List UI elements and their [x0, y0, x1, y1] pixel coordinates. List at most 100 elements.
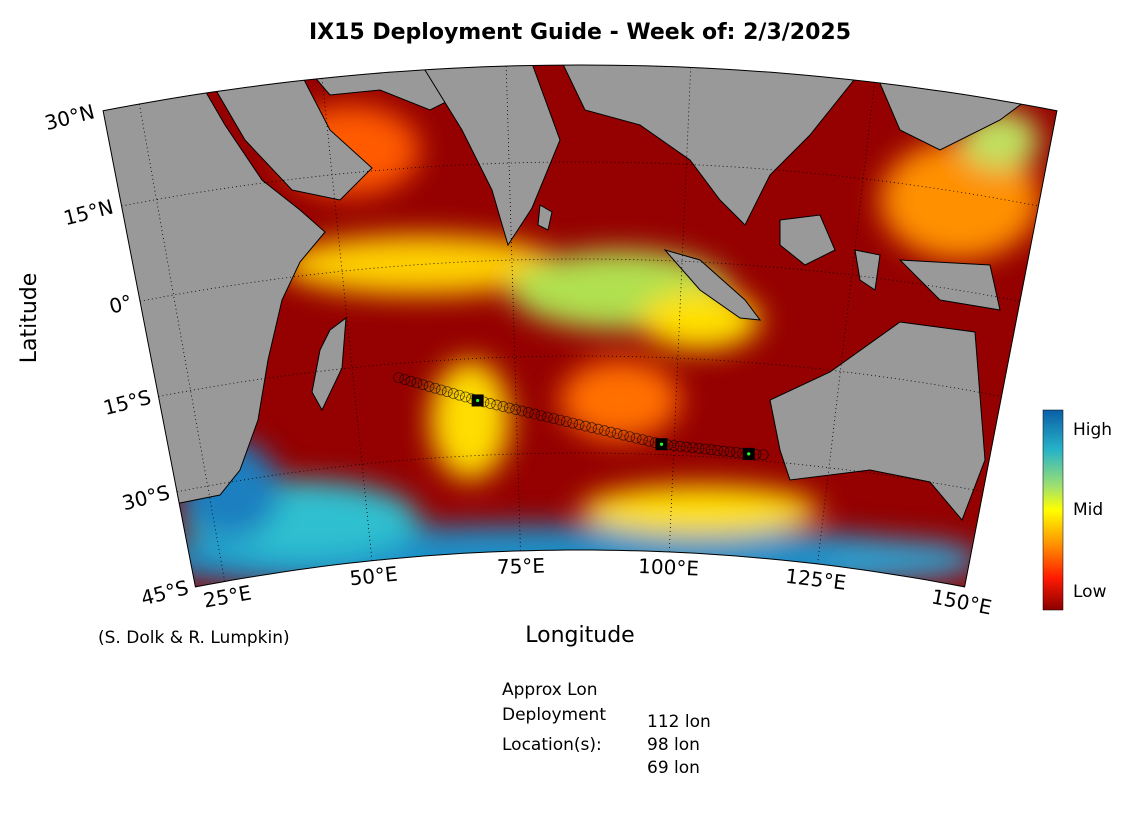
- y-tick-label: 15°S: [101, 385, 154, 420]
- track-station: [586, 422, 598, 433]
- track-station: [637, 434, 648, 446]
- sulawesi: [854, 249, 881, 291]
- track-station: [624, 431, 636, 443]
- sumatra: [663, 249, 762, 321]
- heat-blob: [430, 360, 510, 480]
- track-station: [693, 443, 705, 454]
- x-tick-label: 75°E: [497, 553, 546, 578]
- track-station: [423, 381, 435, 392]
- track-station: [611, 428, 623, 439]
- grid-meridian: [505, 66, 521, 551]
- track-station: [491, 399, 502, 411]
- track-station: [724, 446, 736, 458]
- x-tick-label: 25°E: [202, 581, 254, 613]
- land: [103, 65, 1057, 521]
- track-station: [454, 389, 465, 401]
- y-tick-label: 45°S: [138, 575, 191, 610]
- track-station: [447, 388, 459, 399]
- track-station: [548, 413, 560, 424]
- track-station: [516, 405, 528, 417]
- borneo: [779, 214, 836, 266]
- grid-parallel: [121, 161, 1039, 207]
- note-location: 98 lon: [647, 735, 700, 755]
- grid-parallel: [158, 355, 1002, 397]
- heat-blob: [280, 235, 560, 295]
- track-layer: [393, 372, 771, 461]
- note-location: 112 lon: [647, 712, 711, 732]
- colorbar-label: High: [1073, 420, 1112, 440]
- grid-meridian: [817, 82, 875, 565]
- grid-meridian: [668, 67, 692, 552]
- track-station: [599, 425, 610, 436]
- track-station: [573, 419, 585, 430]
- track-station: [757, 449, 769, 461]
- note-heading: Deployment: [502, 705, 606, 725]
- track-station: [542, 411, 553, 423]
- map-body: [103, 65, 1057, 587]
- track-station: [522, 407, 534, 418]
- track-station: [567, 417, 579, 429]
- track-station: [529, 408, 541, 420]
- track-station: [668, 440, 680, 451]
- credit: (S. Dolk & R. Lumpkin): [98, 628, 290, 648]
- y-tick-label: 30°N: [42, 99, 97, 135]
- y-tick-label: 15°N: [61, 195, 116, 231]
- heat-blob: [580, 485, 820, 535]
- heat-blob: [560, 360, 680, 440]
- x-tick-label: 125°E: [784, 564, 847, 595]
- sri-lanka: [537, 204, 553, 231]
- track-station: [405, 375, 417, 387]
- track-station: [730, 447, 742, 458]
- grid-meridian: [139, 103, 226, 582]
- track-station: [674, 440, 686, 452]
- track-station: [705, 444, 717, 456]
- track-station: [411, 377, 423, 389]
- y-tick-label: 0°: [107, 290, 135, 319]
- colorbar-label: Mid: [1073, 500, 1103, 520]
- note-heading: Approx Lon: [502, 680, 598, 700]
- track-station: [605, 426, 617, 438]
- track-station: [681, 441, 692, 453]
- new-guinea: [898, 259, 1001, 311]
- deployment-dot: [659, 442, 664, 446]
- arabia: [209, 71, 373, 201]
- colorbar-label: Low: [1073, 582, 1107, 602]
- x-tick-label: 100°E: [638, 554, 700, 581]
- track-station: [497, 401, 509, 412]
- track-station: [399, 374, 411, 385]
- track-station: [712, 445, 723, 456]
- track-station: [592, 423, 604, 435]
- track-station: [535, 410, 547, 421]
- x-tick-label: 150°E: [930, 584, 994, 619]
- track-station: [417, 379, 429, 391]
- track-station: [484, 398, 496, 409]
- track-station: [580, 420, 591, 432]
- track-station: [393, 372, 405, 384]
- asia: [559, 65, 872, 226]
- track-station: [503, 402, 515, 414]
- x-tick-label: 50°E: [348, 562, 398, 591]
- africa: [103, 81, 326, 506]
- y-tick-label: 30°S: [120, 480, 173, 515]
- y-axis-label: Latitude: [17, 273, 42, 364]
- track-station: [718, 445, 730, 457]
- australia: [769, 321, 986, 521]
- track-station: [429, 382, 441, 394]
- track-station: [561, 416, 572, 427]
- track-station: [441, 386, 453, 398]
- note-location: 69 lon: [647, 758, 700, 778]
- map-frame: [102, 64, 1058, 588]
- track-station: [435, 384, 447, 396]
- track-station: [554, 414, 566, 426]
- chart-title: IX15 Deployment Guide - Week of: 2/3/202…: [309, 20, 851, 45]
- note-heading: Location(s):: [502, 735, 602, 755]
- madagascar: [311, 316, 347, 412]
- track-station: [618, 429, 629, 441]
- track-station: [460, 391, 471, 403]
- x-axis-label: Longitude: [525, 623, 634, 648]
- india: [419, 65, 561, 247]
- track-station: [643, 435, 655, 447]
- grid-meridian: [321, 78, 373, 561]
- deployment-dot: [747, 452, 751, 456]
